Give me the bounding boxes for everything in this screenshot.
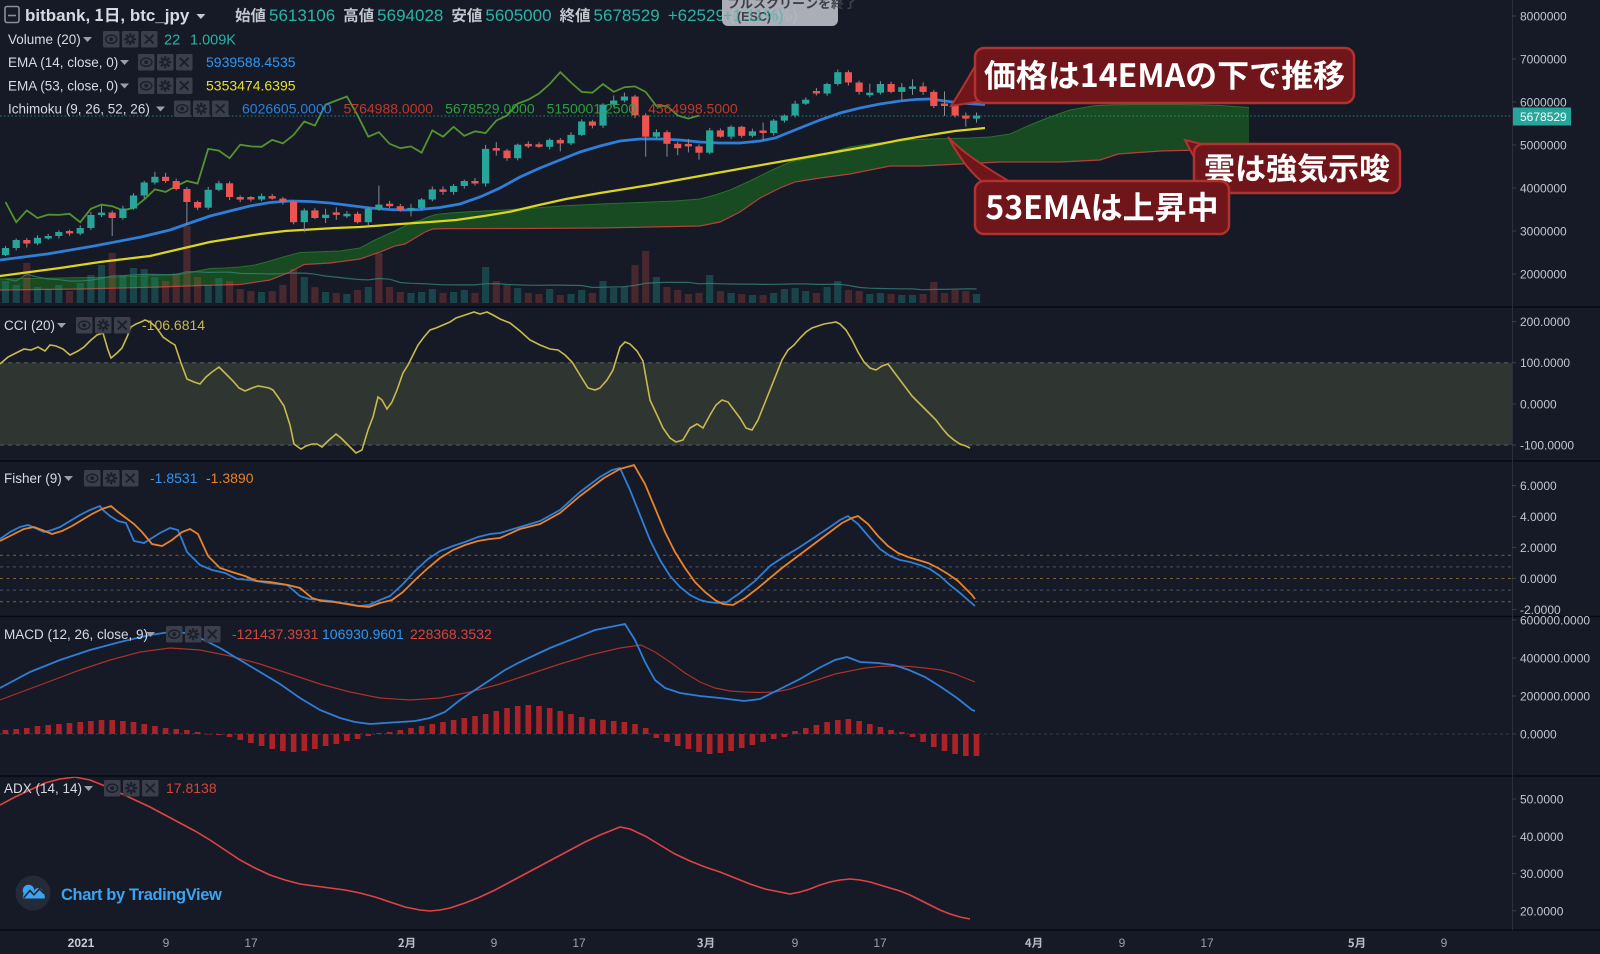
svg-text:-100.0000: -100.0000: [1520, 439, 1574, 453]
svg-text:9: 9: [163, 936, 170, 950]
svg-text:106930.9601: 106930.9601: [322, 626, 404, 642]
svg-text:3000000: 3000000: [1520, 225, 1567, 239]
svg-text:+1.11%): +1.11%): [723, 7, 784, 25]
svg-text:0.0000: 0.0000: [1520, 572, 1557, 586]
svg-text:(ESC): (ESC): [737, 10, 771, 24]
svg-text:4000000: 4000000: [1520, 182, 1567, 196]
svg-text:17: 17: [244, 936, 258, 950]
svg-text:5678529: 5678529: [594, 6, 660, 25]
svg-text:MACD (12, 26, close, 9): MACD (12, 26, close, 9): [4, 627, 148, 642]
svg-text:228368.3532: 228368.3532: [410, 626, 492, 642]
svg-text:7000000: 7000000: [1520, 53, 1567, 67]
svg-text:50.0000: 50.0000: [1520, 793, 1564, 807]
svg-text:-1.8531: -1.8531: [150, 470, 198, 486]
svg-text:20.0000: 20.0000: [1520, 904, 1564, 918]
svg-text:200.0000: 200.0000: [1520, 315, 1570, 329]
svg-text:5000000: 5000000: [1520, 139, 1567, 153]
svg-text:17: 17: [873, 936, 887, 950]
svg-text:5939588.4535: 5939588.4535: [206, 54, 296, 70]
svg-text:Chart by TradingView: Chart by TradingView: [61, 886, 222, 904]
svg-text:5764988.0000: 5764988.0000: [344, 101, 434, 117]
svg-text:6000000: 6000000: [1520, 96, 1567, 110]
svg-text:400000.0000: 400000.0000: [1520, 652, 1590, 666]
svg-text:22: 22: [164, 33, 180, 49]
svg-text:4564998.5000: 4564998.5000: [648, 101, 738, 117]
svg-text:17: 17: [1200, 936, 1214, 950]
svg-text:5694028: 5694028: [377, 6, 443, 25]
svg-text:5150001.2500: 5150001.2500: [547, 101, 637, 117]
svg-text:9: 9: [1441, 936, 1448, 950]
svg-text:EMA (14, close, 0): EMA (14, close, 0): [8, 55, 118, 70]
svg-text:5613106: 5613106: [269, 6, 335, 25]
svg-text:5678529: 5678529: [1520, 110, 1567, 124]
svg-text:2.0000: 2.0000: [1520, 541, 1557, 555]
svg-text:EMA (53, close, 0): EMA (53, close, 0): [8, 79, 118, 94]
svg-text:30.0000: 30.0000: [1520, 867, 1564, 881]
svg-text:Fisher (9): Fisher (9): [4, 471, 62, 486]
svg-text:-106.6814: -106.6814: [142, 317, 205, 333]
svg-text:600000.0000: 600000.0000: [1520, 614, 1590, 628]
svg-text:0.0000: 0.0000: [1520, 728, 1557, 742]
svg-text:Volume (20): Volume (20): [8, 32, 81, 47]
svg-text:CCI (20): CCI (20): [4, 318, 55, 333]
svg-text:8000000: 8000000: [1520, 10, 1567, 24]
svg-text:6.0000: 6.0000: [1520, 479, 1557, 493]
svg-text:2021: 2021: [68, 936, 95, 950]
svg-text:-2.0000: -2.0000: [1520, 603, 1561, 617]
svg-text:5605000: 5605000: [485, 6, 551, 25]
svg-text:4.0000: 4.0000: [1520, 510, 1557, 524]
svg-text:0.0000: 0.0000: [1520, 397, 1557, 411]
svg-text:17.8138: 17.8138: [166, 780, 217, 796]
svg-text:bitbank,: bitbank,: [25, 6, 90, 25]
svg-text:6026605.0000: 6026605.0000: [242, 101, 332, 117]
svg-text:9: 9: [491, 936, 498, 950]
svg-text:5678529.0000: 5678529.0000: [445, 101, 535, 117]
svg-text:200000.0000: 200000.0000: [1520, 690, 1590, 704]
svg-text:5353474.6395: 5353474.6395: [206, 78, 296, 94]
svg-text:17: 17: [572, 936, 586, 950]
svg-text:-1.3890: -1.3890: [206, 470, 254, 486]
svg-text:Ichimoku (9, 26, 52, 26): Ichimoku (9, 26, 52, 26): [8, 102, 150, 117]
svg-text:ADX (14, 14): ADX (14, 14): [4, 781, 82, 796]
svg-text:-121437.3931: -121437.3931: [232, 626, 319, 642]
svg-text:9: 9: [1119, 936, 1126, 950]
svg-text:40.0000: 40.0000: [1520, 830, 1564, 844]
svg-text:2000000: 2000000: [1520, 268, 1567, 282]
svg-text:, btc_jpy: , btc_jpy: [120, 6, 190, 25]
svg-text:9: 9: [792, 936, 799, 950]
svg-text:1.009K: 1.009K: [190, 33, 236, 49]
svg-text:100.0000: 100.0000: [1520, 356, 1570, 370]
